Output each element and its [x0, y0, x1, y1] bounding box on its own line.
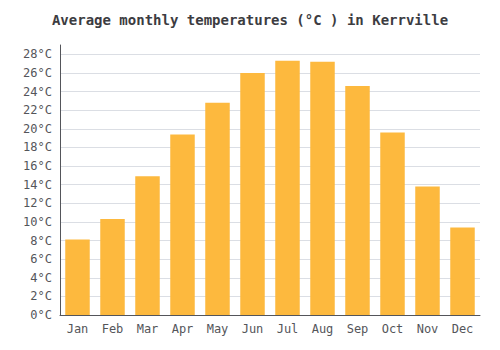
- svg-text:Apr: Apr: [172, 322, 194, 336]
- svg-text:12°C: 12°C: [23, 196, 52, 210]
- svg-text:Aug: Aug: [312, 322, 334, 336]
- svg-text:16°C: 16°C: [23, 159, 52, 173]
- svg-text:4°C: 4°C: [30, 271, 52, 285]
- svg-text:14°C: 14°C: [23, 178, 52, 192]
- svg-text:Jun: Jun: [242, 322, 264, 336]
- svg-text:May: May: [207, 322, 229, 336]
- svg-text:Dec: Dec: [452, 322, 474, 336]
- svg-text:Oct: Oct: [382, 322, 404, 336]
- svg-text:26°C: 26°C: [23, 66, 52, 80]
- svg-text:Sep: Sep: [347, 322, 369, 336]
- svg-text:2°C: 2°C: [30, 289, 52, 303]
- svg-text:10°C: 10°C: [23, 215, 52, 229]
- svg-text:28°C: 28°C: [23, 47, 52, 61]
- svg-text:22°C: 22°C: [23, 103, 52, 117]
- svg-text:Mar: Mar: [137, 322, 159, 336]
- svg-text:Feb: Feb: [102, 322, 124, 336]
- svg-text:8°C: 8°C: [30, 234, 52, 248]
- svg-text:Average monthly temperatures (: Average monthly temperatures (°C ) in Ke…: [52, 12, 448, 28]
- svg-text:Jan: Jan: [67, 322, 89, 336]
- svg-text:Jul: Jul: [277, 322, 299, 336]
- svg-text:Nov: Nov: [417, 322, 439, 336]
- svg-text:18°C: 18°C: [23, 140, 52, 154]
- svg-text:24°C: 24°C: [23, 85, 52, 99]
- svg-text:6°C: 6°C: [30, 252, 52, 266]
- svg-text:20°C: 20°C: [23, 122, 52, 136]
- svg-text:0°C: 0°C: [30, 308, 52, 322]
